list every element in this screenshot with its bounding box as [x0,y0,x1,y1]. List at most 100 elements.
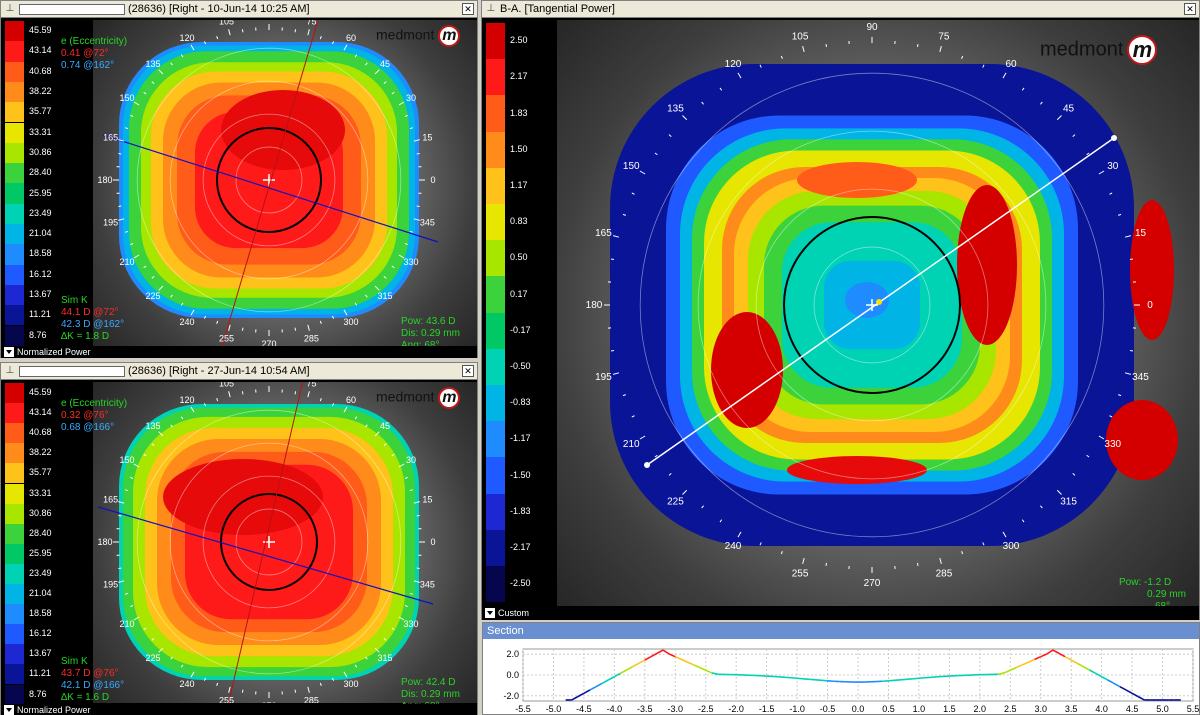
section-endpoint [644,462,650,468]
window-title: (28636) [Right - 27-Jun-14 10:54 AM] [128,365,310,377]
angle-tick [228,686,231,693]
scale-value: 18.58 [29,608,52,619]
angle-tick [413,139,420,142]
pin-icon[interactable]: ⊥ [5,3,15,14]
patient-name-field[interactable] [19,365,125,377]
close-icon[interactable]: ✕ [462,365,474,377]
angle-tick [961,55,964,59]
chevron-down-icon[interactable] [4,347,14,357]
x-tick-label: 1.0 [913,704,926,714]
angle-label: 285 [304,695,319,703]
angle-tick [331,41,335,45]
map-type-selector[interactable]: Custom [482,606,1199,620]
pin-icon[interactable]: ⊥ [486,3,496,14]
angle-tick [294,327,297,331]
scale-swatch [5,21,24,42]
profile-segment [1107,679,1115,685]
close-icon[interactable]: ✕ [462,3,474,15]
map-type-selector[interactable]: Normalized Power [1,346,477,358]
scale-value: 33.31 [29,126,52,137]
angle-label: 105 [219,382,234,389]
scale-swatch [5,325,24,346]
map-svg: 9075604530150345330315300285270255240225… [586,22,1178,589]
x-tick-label: -2.0 [728,704,744,714]
ring-guide [755,188,989,422]
angle-tick [170,62,173,66]
profile-segment [997,672,1005,676]
difference-topography-map[interactable]: 90 75 60 45 30 15 0 345 330 315 300 285 270 255 240 225… [557,20,1199,607]
scale-value: 43.14 [29,407,52,418]
difference-map-window[interactable]: ⊥ B-A. [Tangential Power] ✕ 2.50 2.17 1.83… [481,0,1200,620]
scale-value: 0.17 [510,288,528,299]
angle-tick [391,91,395,95]
angle-label: 105 [219,20,234,27]
angle-tick [118,139,125,142]
angle-label: 60 [346,395,356,405]
meridian-line [228,382,304,703]
scale-swatch [486,566,505,603]
x-tick-label: -1.0 [789,704,805,714]
angle-tick [1124,235,1131,238]
angle-tick [228,29,231,36]
profile-segment [1040,653,1048,658]
scale-swatch [486,59,505,96]
scale-value: -0.50 [510,360,531,371]
topography-map[interactable]: 9075604530150345330315300285270255240225… [93,382,477,703]
profile-segment [674,655,682,661]
y-tick-label: 2.0 [506,649,519,659]
angle-tick [354,54,358,58]
angle-label: 285 [304,333,319,343]
profile-segment [620,669,627,675]
section-panel[interactable]: Section -5.5 -5.0 -4.5 -4.0 -3.5 -3.0 -2.5 -2.0… [482,622,1200,715]
profile-segment [711,672,719,676]
angle-label: 315 [1060,497,1077,508]
scale-swatch [5,264,24,285]
medmont-logo: medmont m [1040,35,1158,65]
ring-guide [235,146,303,214]
title-bar[interactable]: ⊥ (28636) [Right - 27-Jun-14 10:54 AM] ✕ [1,363,477,380]
close-icon[interactable]: ✕ [1184,3,1196,15]
scale-value: -1.83 [510,505,531,516]
angle-label: 120 [725,59,742,70]
topography-map[interactable]: 9075604530150345330315300285270255240225… [93,20,477,346]
angle-label: 270 [261,339,276,346]
scale-value: 16.12 [29,268,52,279]
profile-segment [1064,655,1072,661]
angle-tick [1072,134,1076,137]
title-bar[interactable]: ⊥ (28636) [Right - 10-Jun-14 10:25 AM] ✕ [1,1,477,18]
dis-readout: Dis: 0.29 mm [401,328,460,339]
scale-swatch [5,142,24,164]
scale-value: 18.58 [29,248,52,259]
map-window-top-left[interactable]: ⊥ (28636) [Right - 10-Jun-14 10:25 AM] ✕… [0,0,478,358]
angle-tick [398,463,405,468]
angle-tick [701,101,704,105]
section-profile-chart[interactable]: -5.5 -5.0 -4.5 -4.0 -3.5 -3.0 -2.5 -2.0 -1.5 -1.0… [483,639,1199,714]
ring-guide [202,475,336,609]
angle-tick [118,514,122,517]
simk-label: Sim K [61,656,88,667]
pin-icon[interactable]: ⊥ [5,365,15,376]
angle-tick [631,192,635,195]
angle-tick [682,115,688,121]
scale-swatch [5,61,24,82]
scale-swatch [5,463,24,484]
map-type-selector[interactable]: Normalized Power [1,704,477,715]
scale-swatch [486,23,505,60]
scale-swatch [486,457,505,494]
angle-tick [228,324,231,331]
angle-tick [158,69,164,75]
angle-tick [982,542,985,546]
profile-segment [1058,652,1066,658]
angle-label: 330 [404,619,419,629]
angle-label: 75 [306,382,316,389]
chevron-down-icon[interactable] [4,705,14,715]
map-window-bottom-left[interactable]: ⊥ (28636) [Right - 27-Jun-14 10:54 AM] ✕… [0,362,478,715]
profile-segment [809,678,816,681]
chevron-down-icon[interactable] [485,608,495,618]
scale-value: 11.21 [29,309,51,320]
scale-swatch [5,684,24,705]
patient-name-field[interactable] [19,3,125,15]
angle-label: 345 [420,217,435,227]
title-bar[interactable]: ⊥ B-A. [Tangential Power] ✕ [482,1,1199,18]
